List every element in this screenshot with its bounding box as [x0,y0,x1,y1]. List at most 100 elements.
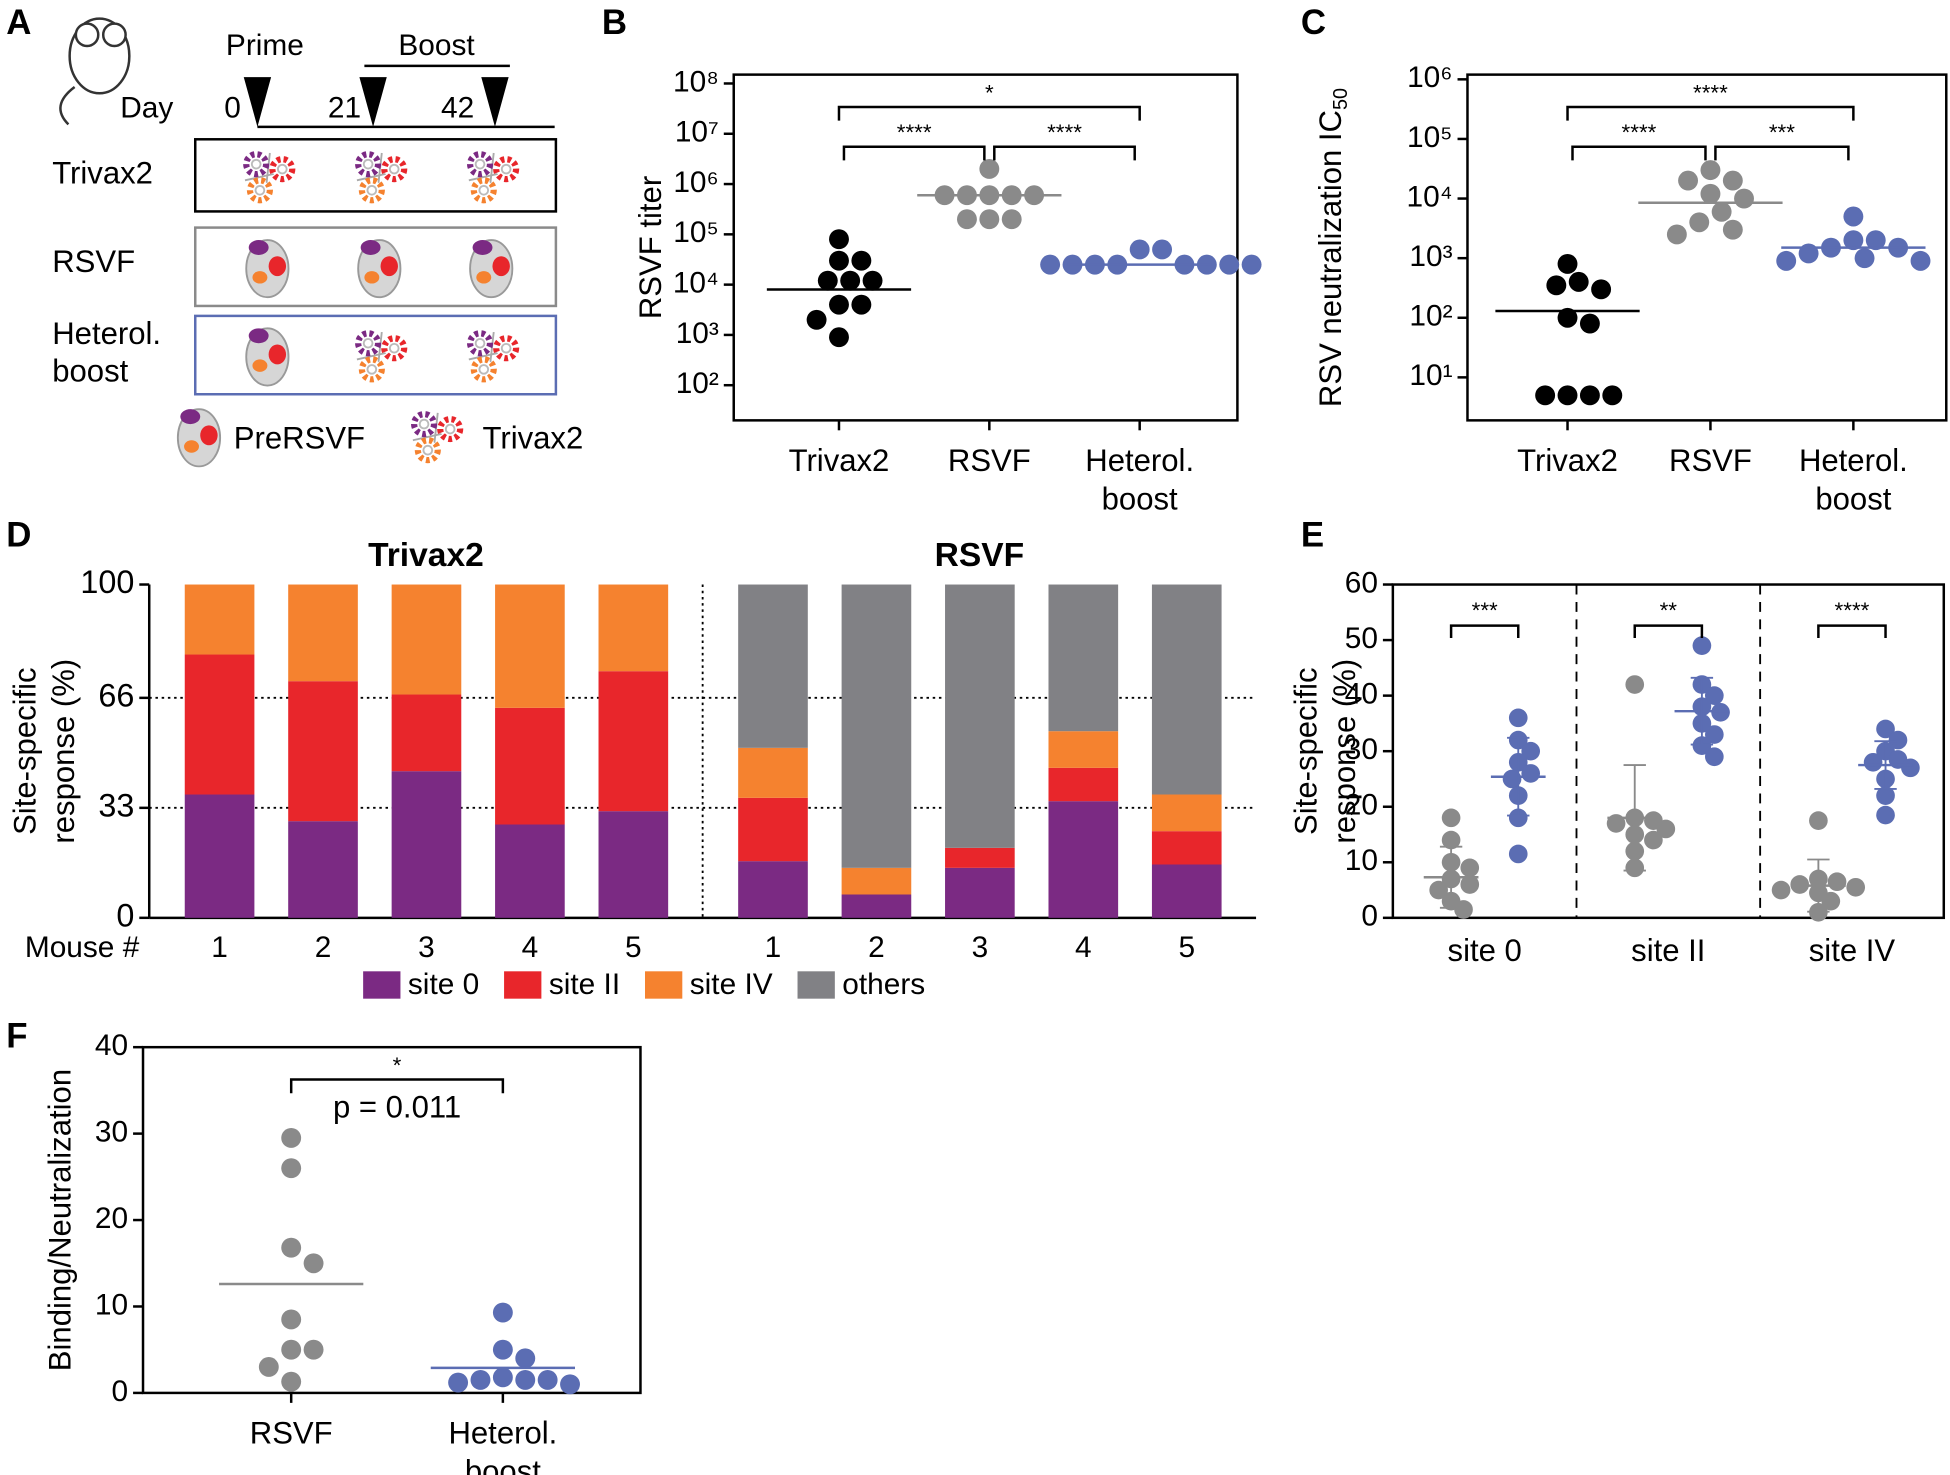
data-point [1579,385,1600,406]
bar-segment [598,671,669,812]
data-point [560,1374,580,1395]
data-point [1454,900,1473,919]
data-point [862,270,883,291]
bar-segment [288,584,358,682]
y-axis-label-subscript: 50 [1330,88,1352,110]
bar-segment [1048,801,1119,918]
data-point [303,1339,324,1360]
x-tick-label: boost [1102,481,1178,516]
significance-label: **** [1047,120,1082,145]
y-tick-label: 10³ [676,317,719,350]
data-point [1821,891,1841,911]
x-tick-label: Trivax2 [789,443,890,478]
data-point [492,1367,513,1388]
y-tick-label: 10⁷ [675,116,719,149]
data-point [1843,230,1864,251]
day-value: 42 [441,91,474,124]
legend-swatch [363,971,401,999]
data-point [1521,741,1541,761]
data-point [1876,719,1895,739]
bar-segment [841,894,912,918]
y-tick-label: 10¹ [1409,359,1452,392]
x-tick-label: site II [1631,933,1705,968]
data-point [1901,758,1920,778]
y-tick-label: 40 [1345,678,1378,711]
bar-segment [738,584,808,748]
data-point [1910,250,1931,271]
panel-letter: C [1301,3,1326,42]
data-point [1666,224,1687,245]
data-point [281,1309,302,1330]
data-point [1557,385,1578,406]
y-tick-label: 0 [111,1375,128,1408]
y-tick-label: 10⁴ [1407,180,1453,213]
data-point [829,250,849,271]
significance-bracket [289,1078,505,1094]
y-tick-label: 10² [1409,300,1452,333]
trivax-icon [357,332,404,379]
data-point [1579,313,1600,334]
data-point [1521,764,1541,783]
day-label: Day [120,91,173,124]
data-point [1502,769,1522,789]
data-point [1535,385,1556,406]
data-point [1557,253,1578,274]
data-point [851,250,872,271]
data-point [448,1372,469,1393]
bar-segment [945,584,1015,848]
annotation: p = 0.011 [333,1090,461,1125]
bar-segment [495,584,565,708]
x-tick-label: RSVF [250,1415,333,1450]
data-point [829,327,849,348]
y-axis-label: RSVF titer [633,176,668,319]
bar-segment [1048,584,1119,732]
significance-label: **** [1835,598,1870,623]
data-point [1602,385,1623,406]
x-tick-label: 5 [1178,931,1195,964]
bar-segment [1151,584,1222,795]
significance-label: **** [1693,80,1728,105]
prersvf-icon [469,239,514,299]
bar-segment [945,867,1015,918]
data-point [1734,188,1754,209]
y-tick-label: 100 [80,564,134,600]
row-box [194,314,558,396]
data-point [1846,877,1866,897]
plot-frame [732,73,1239,422]
data-point [1441,808,1461,828]
bar-segment [184,654,255,795]
legend-label: site II [549,968,620,1001]
y-axis-label: response (%) [1327,659,1362,844]
bar-segment [288,821,358,918]
bar-segment [1048,731,1119,768]
y-tick-label: 60 [1345,566,1378,599]
data-point [979,209,1000,230]
row-box [194,226,558,308]
significance-label: **** [897,120,932,145]
bar-segment [738,861,808,918]
bar-segment [495,824,565,918]
data-point [492,1302,513,1323]
legend-label: others [842,968,925,1001]
legend-swatch [504,971,542,999]
bar-segment [184,794,255,918]
data-point [1546,275,1567,296]
data-point [1625,675,1645,694]
panel-letter: F [6,1017,27,1056]
error-bar [1874,740,1897,790]
data-point [1722,219,1743,240]
data-point [515,1348,536,1369]
data-point [1644,830,1663,850]
data-point [1863,752,1883,772]
data-point [1722,170,1743,191]
data-point [1678,170,1699,191]
x-tick-label: Heterol. [448,1415,557,1450]
y-axis-label: response (%) [46,659,81,844]
y-tick-label: 10 [95,1288,128,1321]
x-tick-label: 4 [522,931,539,964]
panel-letter: E [1301,515,1324,554]
y-tick-label: 10⁵ [673,216,719,249]
data-point [829,294,849,315]
significance-label: * [393,1053,402,1078]
